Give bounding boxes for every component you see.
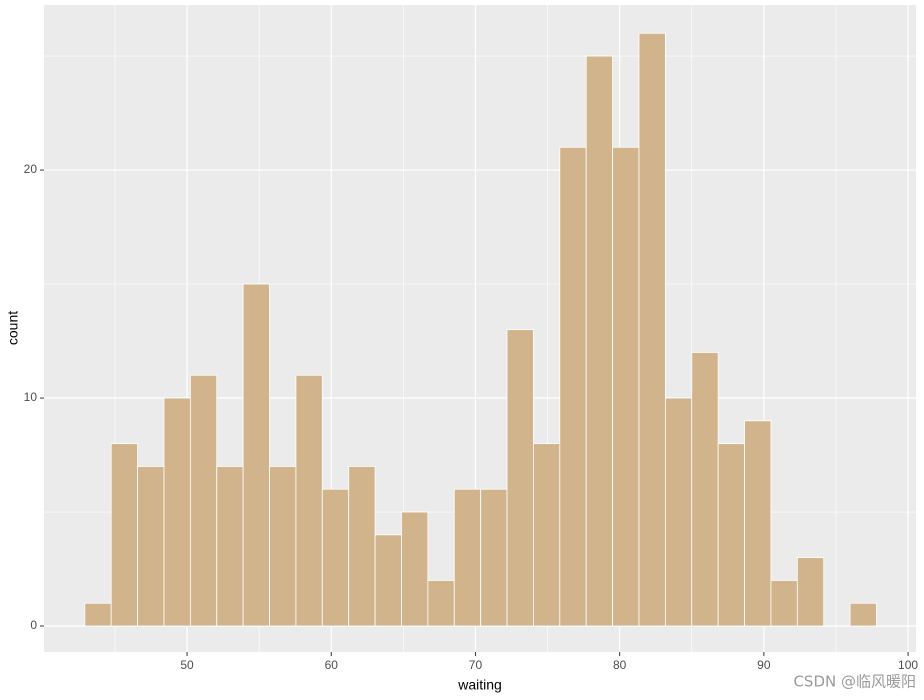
bar xyxy=(585,55,613,627)
x-tick-label: 70 xyxy=(469,658,483,672)
bar xyxy=(849,602,877,627)
bar xyxy=(691,352,719,627)
bar xyxy=(242,283,270,627)
bar xyxy=(717,443,745,627)
x-tick-label: 90 xyxy=(757,658,771,672)
bar xyxy=(559,146,587,627)
bar xyxy=(348,466,376,627)
x-tick-label: 50 xyxy=(180,658,194,672)
bar xyxy=(216,466,244,627)
bar xyxy=(137,466,165,627)
bar xyxy=(744,420,772,627)
y-axis-title: count xyxy=(5,311,21,345)
x-tick-label: 60 xyxy=(325,658,339,672)
x-tick-label: 80 xyxy=(613,658,627,672)
bar xyxy=(664,397,693,627)
bar xyxy=(612,146,640,627)
bar xyxy=(84,602,112,627)
bar xyxy=(163,397,191,627)
bar xyxy=(638,32,666,627)
bar xyxy=(110,443,138,627)
bar xyxy=(506,329,534,627)
bar xyxy=(770,580,798,627)
bar xyxy=(796,557,825,627)
bar xyxy=(533,443,561,627)
x-axis-title: waiting xyxy=(457,677,502,693)
bar xyxy=(480,488,508,627)
bar xyxy=(189,374,218,627)
y-tick-label: 10 xyxy=(24,390,38,404)
bar xyxy=(374,534,402,627)
bar xyxy=(401,511,429,627)
x-tick-label: 100 xyxy=(898,658,918,672)
bar xyxy=(321,488,350,627)
bar xyxy=(453,488,482,627)
bar xyxy=(269,466,297,627)
y-tick-label: 20 xyxy=(24,162,38,176)
y-tick-label: 0 xyxy=(30,618,37,632)
bar xyxy=(427,580,455,627)
bar xyxy=(295,374,323,627)
watermark: CSDN @临风暖阳 xyxy=(793,673,916,691)
